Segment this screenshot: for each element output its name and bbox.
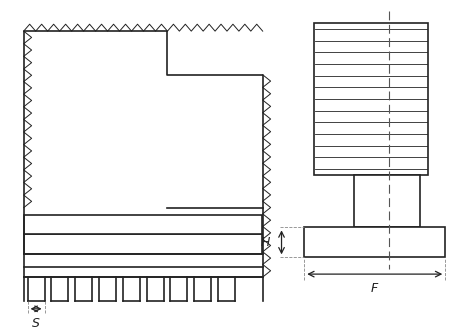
Bar	[304, 227, 445, 257]
Text: H: H	[260, 236, 270, 249]
Bar	[24, 215, 262, 234]
Bar	[354, 175, 420, 227]
Text: S: S	[32, 317, 40, 330]
Text: F: F	[371, 282, 378, 295]
Bar	[24, 234, 262, 254]
Bar	[314, 23, 428, 175]
